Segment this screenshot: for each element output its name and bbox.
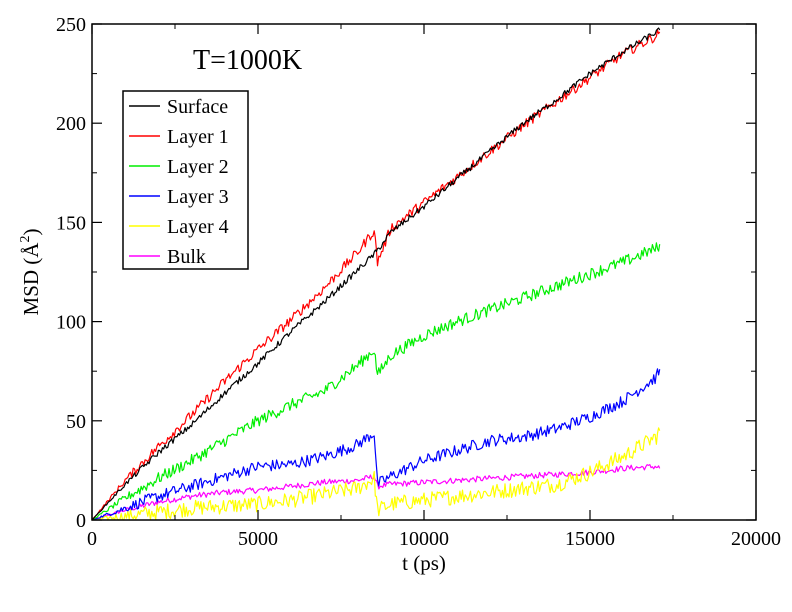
y-tick-label: 200	[56, 113, 86, 135]
x-axis-title: t (ps)	[402, 551, 446, 575]
series-line-bulk	[91, 464, 661, 521]
series-layer	[91, 27, 661, 521]
legend-label: Surface	[167, 96, 228, 118]
series-line-layer-2	[91, 242, 661, 521]
series-line-layer-1	[91, 29, 661, 521]
series-line-layer-3	[91, 368, 661, 521]
y-axis-title-suffix: )	[19, 229, 43, 236]
series-line-surface	[91, 27, 661, 521]
legend-label: Layer 4	[167, 216, 229, 238]
legend-label: Layer 2	[167, 156, 229, 178]
x-tick-label: 0	[87, 528, 97, 550]
legend-label: Bulk	[167, 246, 206, 268]
y-tick-label: 0	[76, 510, 86, 532]
y-axis-title-prefix: MSD (	[19, 258, 43, 316]
y-axis-title-superscript: 2	[18, 236, 33, 243]
legend-box	[122, 90, 249, 270]
y-tick-label: 250	[56, 14, 86, 36]
y-axis-title: MSD (Å2)	[18, 229, 43, 316]
ticks-layer	[91, 23, 757, 521]
temperature-annotation: T=1000K	[193, 45, 302, 76]
labels-layer: 0 5000 10000 15000 20000 0 50 100 150 200 250	[56, 14, 781, 550]
x-tick-label: 5000	[238, 528, 278, 550]
legend-entries: Surface Layer 1 Layer 2 Layer 3 Layer 4 Bulk	[129, 96, 229, 268]
y-tick-label: 150	[56, 212, 86, 234]
y-tick-label: 100	[56, 312, 86, 334]
series-line-layer-4	[91, 427, 661, 521]
legend-label: Layer 1	[167, 126, 229, 148]
legend-label: Layer 3	[167, 186, 229, 208]
x-tick-label: 10000	[399, 528, 449, 550]
y-axis-title-symbol: Å	[19, 242, 43, 258]
x-tick-label: 20000	[731, 528, 781, 550]
x-tick-label: 15000	[565, 528, 615, 550]
y-tick-label: 50	[66, 411, 86, 433]
legend: Surface Layer 1 Layer 2 Layer 3 Layer 4 Bulk	[122, 90, 249, 270]
